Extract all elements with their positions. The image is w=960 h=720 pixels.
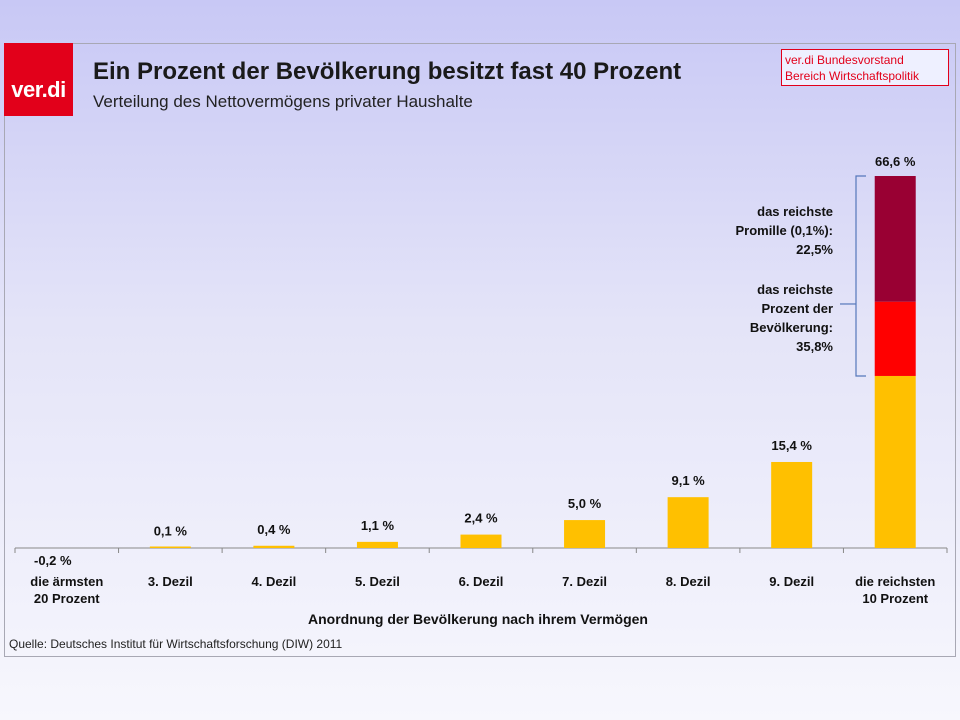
x-tick-label: 9. Dezil	[769, 574, 814, 589]
org-line-2: Bereich Wirtschaftspolitik	[785, 69, 920, 83]
data-label: 0,4 %	[257, 522, 291, 537]
organization-box: ver.di Bundesvorstand Bereich Wirtschaft…	[781, 49, 949, 86]
bar	[460, 534, 502, 548]
bar-segment-top-percent	[874, 301, 916, 376]
data-label: 15,4 %	[771, 438, 812, 453]
data-label: -0,2 %	[34, 553, 72, 568]
x-tick-label: 8. Dezil	[666, 574, 711, 589]
data-label: 1,1 %	[361, 518, 395, 533]
bar	[771, 461, 813, 548]
bracket	[855, 175, 866, 377]
x-tick-label: 5. Dezil	[355, 574, 400, 589]
data-label: 0,1 %	[154, 523, 188, 538]
page-subtitle: Verteilung des Nettovermögens privater H…	[93, 92, 473, 111]
x-tick-label: 6. Dezil	[459, 574, 504, 589]
x-tick-label: die reichsten	[855, 574, 935, 589]
bar-segment-top-permille	[874, 176, 916, 302]
slide-frame	[4, 43, 956, 657]
data-label: 66,6 %	[875, 154, 916, 169]
data-label: 2,4 %	[464, 511, 498, 526]
x-tick-label: 7. Dezil	[562, 574, 607, 589]
x-tick-label: 10 Prozent	[862, 591, 928, 606]
x-axis-title: Anordnung der Bevölkerung nach ihrem Ver…	[308, 611, 648, 627]
bar	[356, 541, 398, 548]
plot-area: -0,2 % die ärmsten 20 Prozent 0,1 % 3. Dezil…	[14, 154, 948, 627]
annotation-percent: 35,8%	[796, 339, 833, 354]
source-note: Quelle: Deutsches Institut für Wirtschaf…	[9, 637, 343, 651]
bar	[667, 497, 709, 548]
page-title: Ein Prozent der Bevölkerung besitzt fast…	[93, 58, 682, 85]
annotation-permille: das reichste	[757, 204, 833, 219]
annotation-permille: 22,5%	[796, 242, 833, 257]
annotation-percent: das reichste	[757, 282, 833, 297]
bar	[149, 546, 191, 548]
bar-segment-remaining	[874, 375, 916, 548]
data-label: 5,0 %	[568, 496, 602, 511]
annotation-percent: Prozent der	[761, 301, 833, 316]
data-label: 9,1 %	[671, 473, 705, 488]
x-tick-label: 20 Prozent	[34, 591, 100, 606]
x-tick-label: 3. Dezil	[148, 574, 193, 589]
x-tick-label: die ärmsten	[30, 574, 103, 589]
annotation-percent: Bevölkerung:	[750, 320, 833, 335]
bar	[253, 545, 295, 548]
annotation-permille: Promille (0,1%):	[735, 223, 833, 238]
x-tick-label: 4. Dezil	[251, 574, 296, 589]
verdi-logo: ver.di	[4, 43, 73, 116]
org-line-1: ver.di Bundesvorstand	[785, 53, 904, 67]
logo-text: ver.di	[11, 77, 66, 102]
bar	[564, 520, 606, 548]
